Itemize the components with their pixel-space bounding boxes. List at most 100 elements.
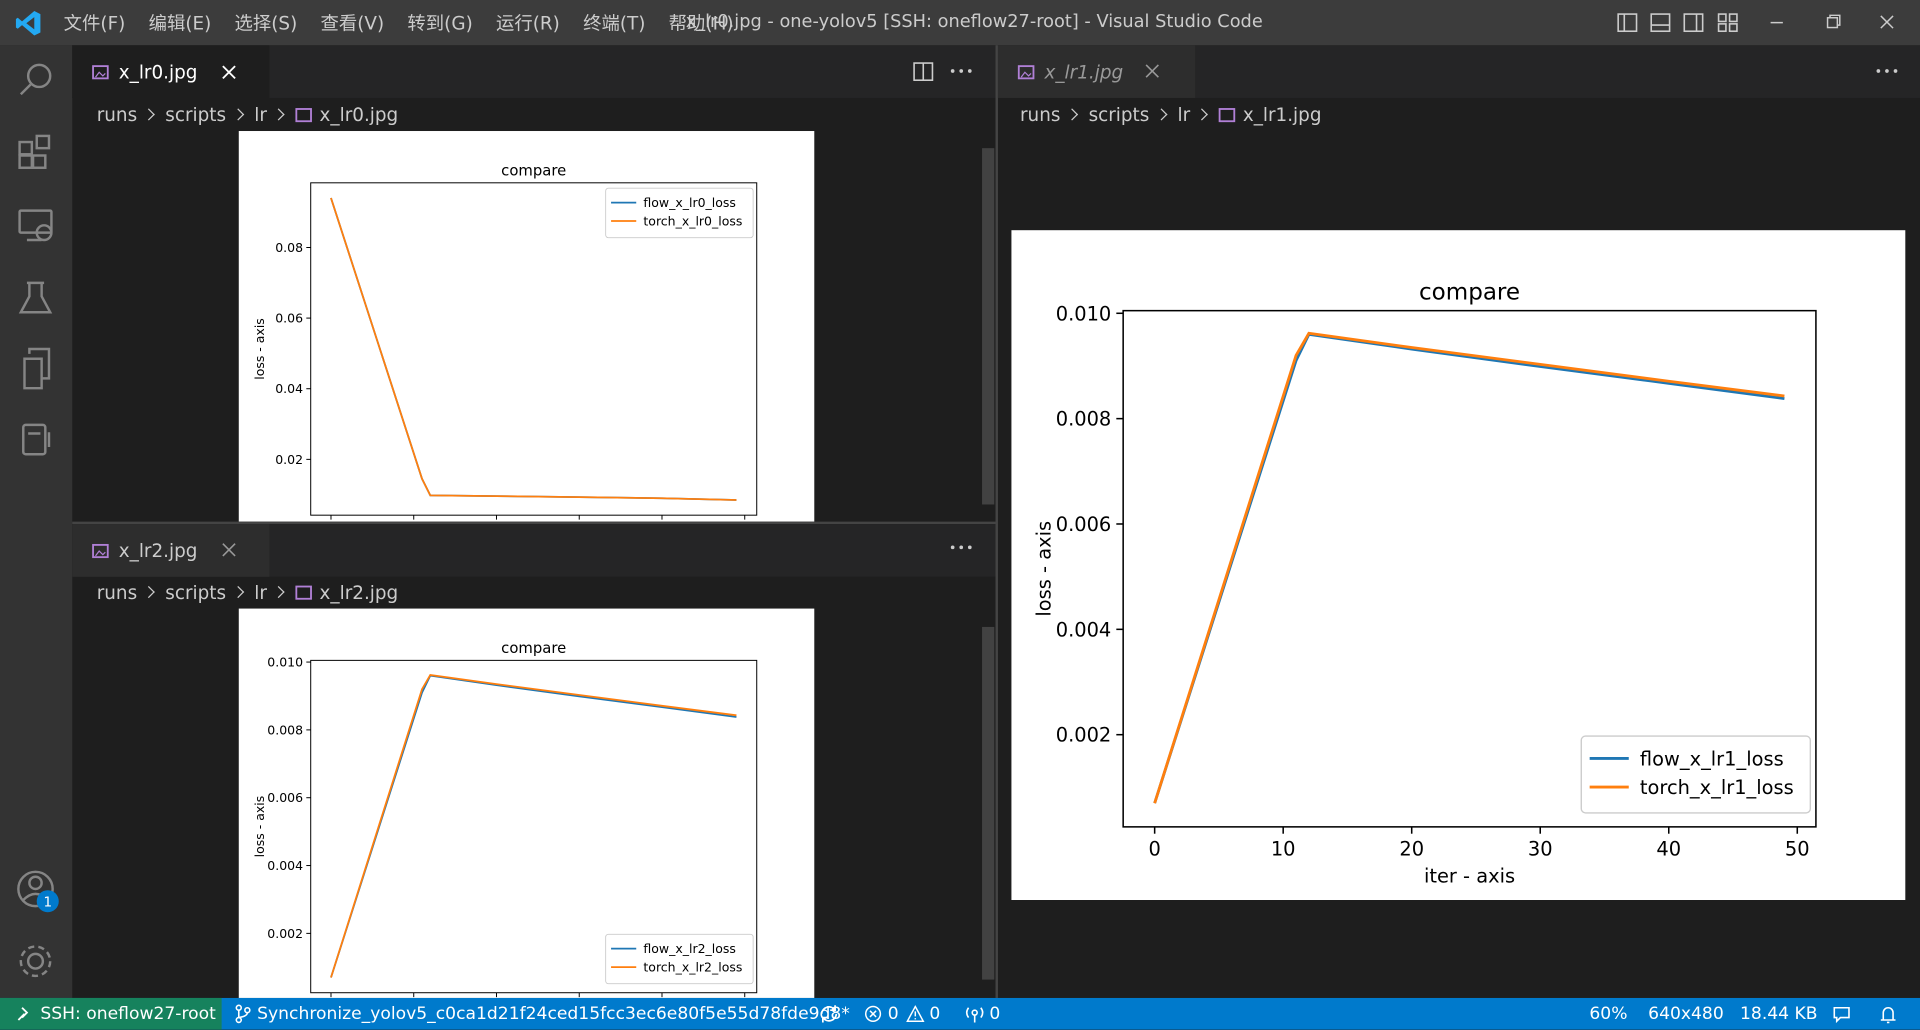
plot-frame (310, 659, 758, 994)
y-tick-label: 0.006 (1056, 513, 1112, 536)
breadcrumb-item[interactable]: runs (96, 581, 138, 604)
breadcrumb-separator (142, 585, 155, 599)
y-tick-label: 0.04 (275, 381, 303, 396)
breadcrumbs: runs scripts lr x_lr0.jpg (97, 98, 398, 131)
breadcrumb-item[interactable]: x_lr0.jpg (319, 103, 399, 126)
tab-bar: x_lr0.jpg (72, 45, 996, 98)
file-size: 18.44 KB (1740, 1004, 1818, 1024)
menu-item[interactable]: 终端(T) (583, 12, 646, 35)
y-axis-label: loss - axis (252, 796, 267, 858)
menu-item[interactable]: 编辑(E) (148, 12, 212, 35)
ports-icon (965, 1007, 984, 1023)
breadcrumb-item[interactable]: scripts (1088, 103, 1150, 126)
image-icon (1017, 64, 1035, 79)
zoom-level[interactable]: 60% (1589, 1004, 1628, 1024)
menu-item[interactable]: 文件(F) (63, 12, 126, 35)
breadcrumbs: runs scripts lr x_lr2.jpg (97, 576, 398, 609)
layout-controls[interactable] (1616, 11, 1745, 35)
branch-icon (235, 1004, 251, 1024)
error-count[interactable]: 0 (887, 1004, 899, 1024)
y-tick-label: 0.008 (267, 722, 303, 737)
remote-status[interactable]: SSH: oneflow27-root (40, 1004, 216, 1024)
sync-icon[interactable] (818, 1004, 840, 1024)
scrollbar (982, 148, 995, 505)
menu-bar: 文件(F) 编辑(E) 选择(S) 查看(V) 转到(G) 运行(R) 终端(T) 帮助(H) (64, 0, 734, 45)
breadcrumb-separator (1065, 108, 1079, 121)
breadcrumb-item[interactable]: x_lr2.jpg (319, 581, 399, 604)
chart-title: compare (501, 640, 566, 657)
image-preview: compare 0.002 0.004 0.006 0.008 0.010 0 10 20 30 4… (1011, 230, 1906, 900)
menu-item[interactable]: 运行(R) (495, 12, 560, 35)
chart: compare0.0020.0040.0060.0080.01001020304… (252, 640, 758, 998)
branch-status[interactable]: Synchronize_yolov5_c0ca1d21f24ced15fcc3e… (257, 1004, 850, 1024)
status-icons[interactable] (1832, 1004, 1905, 1026)
legend-label: flow_x_lr0_loss (643, 195, 735, 210)
y-tick-label: 0.02 (275, 452, 303, 467)
breadcrumb-item[interactable]: runs (1020, 103, 1061, 126)
activity-bar: 1 (0, 45, 73, 998)
close-button[interactable] (1142, 61, 1162, 81)
legend-label: torch_x_lr0_loss (643, 214, 742, 229)
image-icon (92, 543, 109, 558)
y-tick-label: 0.004 (267, 858, 303, 873)
remote-indicator-bg (0, 997, 222, 1030)
window-controls[interactable] (1763, 11, 1910, 35)
breadcrumb-separator (1154, 108, 1168, 121)
title-bar: 文件(F) 编辑(E) 选择(S) 查看(V) 转到(G) 运行(R) 终端(T) 帮助(H)… (0, 0, 1920, 46)
warning-count[interactable]: 0 (929, 1004, 941, 1024)
image-icon (92, 64, 109, 79)
image-icon (1218, 107, 1236, 122)
x-tick-label: 50 (1785, 837, 1810, 860)
plot-frame (310, 182, 758, 516)
breadcrumb-item[interactable]: x_lr1.jpg (1242, 103, 1322, 126)
account-badge: 1 (43, 895, 52, 910)
vscode-logo (15, 11, 41, 36)
legend-box (605, 187, 754, 239)
line-series (330, 197, 737, 501)
y-tick-label: 0.008 (1056, 408, 1112, 431)
x-tick-label: 0 (1148, 837, 1160, 860)
activity-icons[interactable]: 1 (0, 45, 72, 998)
menu-item[interactable]: 转到(G) (407, 12, 473, 35)
breadcrumb-item[interactable]: lr (254, 103, 267, 126)
line-series (330, 674, 737, 978)
breadcrumb-item[interactable]: lr (1177, 103, 1191, 126)
close-button[interactable] (219, 540, 239, 560)
line-series (330, 197, 737, 501)
breadcrumb-separator (142, 108, 155, 121)
group-divider (995, 45, 998, 998)
y-axis-label: loss - axis (1033, 521, 1056, 617)
breadcrumb-item[interactable]: scripts (165, 581, 227, 604)
more-actions[interactable] (1867, 60, 1904, 84)
legend-label: torch_x_lr2_loss (643, 960, 742, 975)
menu-item[interactable]: 帮助(H) (668, 12, 734, 35)
line-series (1153, 331, 1785, 804)
breadcrumb-item[interactable]: scripts (165, 103, 227, 126)
line-series (330, 673, 737, 978)
breadcrumb-separator (1195, 108, 1208, 121)
breadcrumb-item[interactable]: runs (96, 103, 138, 126)
breadcrumb-separator (231, 108, 244, 121)
tab[interactable]: x_lr1.jpg (997, 45, 1196, 98)
breadcrumb-item[interactable]: lr (254, 581, 267, 604)
more-actions[interactable] (942, 536, 979, 560)
tab[interactable]: x_lr0.jpg (72, 45, 270, 98)
breadcrumb-separator (272, 585, 285, 599)
plot-frame (1122, 309, 1817, 828)
window-title: x_lr0.jpg - one-yolov5 [SSH: oneflow27-r… (685, 12, 1263, 32)
y-tick-label: 0.010 (267, 655, 303, 670)
tab-bar: x_lr1.jpg (997, 45, 1920, 98)
menu-item[interactable]: 选择(S) (234, 12, 298, 35)
y-tick-label: 0.010 (1056, 302, 1112, 325)
ports-count[interactable]: 0 (989, 1004, 1001, 1024)
x-tick-label: 40 (1656, 837, 1681, 860)
tab[interactable]: x_lr2.jpg (72, 524, 270, 577)
editor-actions[interactable] (912, 60, 985, 84)
legend-box (605, 933, 754, 985)
y-tick-label: 0.06 (275, 311, 303, 326)
menu-item[interactable]: 查看(V) (320, 12, 385, 35)
close-button[interactable] (219, 62, 239, 82)
